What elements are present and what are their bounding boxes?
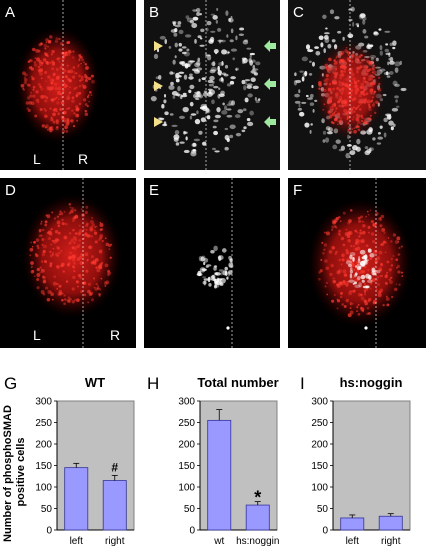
panel-label-d: D [5, 182, 16, 199]
y-tick-label: 100 [178, 483, 195, 494]
x-tick-label: left [70, 536, 84, 547]
micrograph-e: E [144, 178, 280, 348]
chart-1: Total number 0 50 100 150 200 250 300 wt hs:noggi… [178, 375, 279, 547]
y-tick-label: 0 [322, 526, 328, 537]
bar [378, 515, 403, 531]
y-tick-label: 200 [311, 440, 328, 451]
bar [207, 419, 232, 531]
micrograph-d: D L R [0, 178, 136, 348]
micrograph-b: B [144, 0, 280, 170]
arrowhead-marker-icon [154, 41, 163, 51]
y-tick-label: 200 [178, 440, 195, 451]
plot-area [332, 400, 411, 531]
y-tick-label: 300 [311, 397, 328, 408]
y-tick-label: 0 [46, 526, 52, 537]
panel-label-h: H [147, 374, 159, 393]
y-tick-label: 300 [35, 397, 52, 408]
x-tick-label: hs:noggin [236, 536, 279, 547]
significance-mark: * [254, 488, 261, 508]
chart-0: WT 0 50 100 150 200 250 300 left right # [35, 375, 135, 547]
bar [340, 517, 365, 531]
y-tick-label: 150 [178, 461, 195, 472]
arrowhead-marker-icon [154, 81, 163, 91]
y-tick-label: 150 [35, 461, 52, 472]
y-tick-label: 100 [35, 483, 52, 494]
bar [245, 504, 270, 531]
micrograph-d-image [22, 178, 122, 348]
x-tick-label: right [105, 536, 125, 547]
panel-label-i: I [300, 374, 305, 393]
y-tick-label: 200 [35, 440, 52, 451]
micrograph-c-image [288, 0, 426, 170]
orientation-left-label: L [33, 327, 41, 343]
panel-label-g: G [4, 374, 17, 393]
panel-label-f: F [293, 182, 303, 199]
y-axis-label-line-2: positive cells [15, 437, 27, 506]
y-tick-label: 50 [317, 504, 329, 515]
orientation-left-label: L [33, 151, 41, 167]
chart-title: Total number [197, 375, 278, 390]
panel-label-e: E [149, 182, 160, 199]
y-tick-label: 50 [41, 504, 53, 515]
micrograph-e-image [196, 178, 234, 348]
y-tick-label: 100 [311, 483, 328, 494]
chart-title: WT [85, 375, 105, 390]
micrograph-b-image [144, 0, 280, 170]
arrow-marker-icon [264, 116, 276, 128]
arrowhead-marker-icon [154, 117, 163, 127]
bar [102, 480, 127, 531]
y-tick-label: 250 [178, 418, 195, 429]
y-tick-label: 300 [178, 397, 195, 408]
x-tick-label: left [346, 536, 360, 547]
y-tick-label: 0 [189, 526, 195, 537]
micrograph-a: A L R [0, 0, 136, 170]
panel-label-a: A [5, 4, 16, 21]
significance-mark: # [111, 460, 118, 474]
chart-2: hs:noggin 0 50 100 150 200 250 300 left right [311, 375, 411, 547]
x-tick-label: wt [213, 536, 224, 547]
y-tick-label: 150 [311, 461, 328, 472]
chart-title: hs:noggin [340, 375, 403, 390]
micrograph-a-image [16, 0, 100, 170]
y-tick-label: 250 [311, 418, 328, 429]
micrograph-f-image [308, 178, 412, 348]
bar [64, 467, 89, 531]
panel-label-c: C [293, 4, 304, 21]
arrow-marker-icon [264, 40, 276, 52]
orientation-right-label: R [78, 151, 89, 167]
y-axis-label-line-1: Number of phosphoSMAD [2, 405, 14, 542]
bar-charts: G H I Number of phosphoSMAD positive cel… [2, 374, 411, 547]
orientation-right-label: R [110, 327, 121, 343]
panel-label-b: B [149, 4, 160, 21]
y-axis-label: Number of phosphoSMAD positive cells [2, 402, 27, 542]
y-tick-label: 250 [35, 418, 52, 429]
micrograph-c: C [288, 0, 426, 170]
y-tick-label: 50 [184, 504, 196, 515]
x-tick-label: right [381, 536, 401, 547]
arrow-marker-icon [264, 78, 276, 90]
micrograph-f: F [288, 178, 426, 348]
